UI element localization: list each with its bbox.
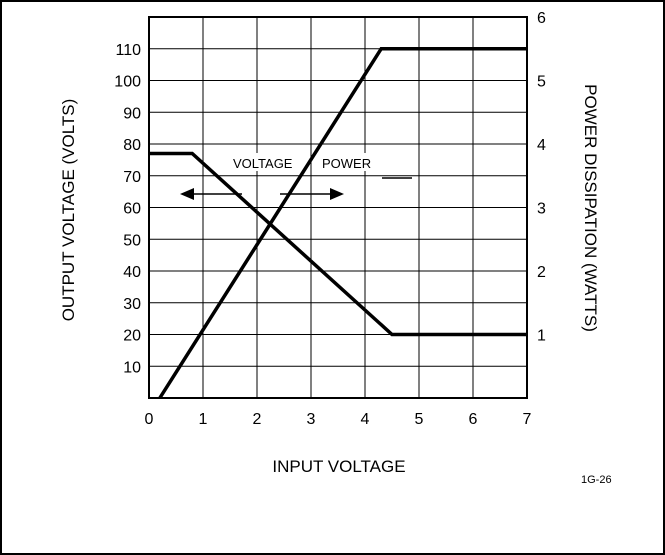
y-left-tick-label: 100 bbox=[114, 74, 141, 91]
y-left-tick-label: 60 bbox=[123, 201, 141, 218]
x-tick-label: 1 bbox=[199, 411, 208, 428]
voltage-arrowhead bbox=[180, 188, 194, 200]
series-line-voltage bbox=[158, 47, 527, 399]
y-left-tick-label: 10 bbox=[123, 359, 141, 376]
y-left-tick-label: 40 bbox=[123, 264, 141, 281]
tick-labels: 0 1 2 3 4 5 6 7 10 20 30 40 50 60 70 80 90 100 110 1 2 3 4 5 6 bbox=[114, 10, 546, 428]
annotation-arrows bbox=[180, 177, 412, 200]
y-right-axis-title: POWER DISSIPATION (WATTS) bbox=[581, 84, 600, 332]
x-tick-label: 6 bbox=[469, 411, 478, 428]
x-tick-label: 4 bbox=[361, 411, 370, 428]
power-arrowhead bbox=[330, 188, 344, 200]
y-right-tick-label: 6 bbox=[537, 10, 546, 27]
x-tick-label: 5 bbox=[415, 411, 424, 428]
y-left-tick-label: 50 bbox=[123, 232, 141, 249]
y-right-tick-label: 4 bbox=[537, 137, 546, 154]
x-axis-title: INPUT VOLTAGE bbox=[272, 457, 405, 476]
y-left-tick-label: 80 bbox=[123, 137, 141, 154]
x-tick-label: 7 bbox=[523, 411, 532, 428]
y-left-tick-label: 110 bbox=[115, 42, 141, 59]
y-left-tick-label: 90 bbox=[123, 105, 141, 122]
y-left-tick-label: 20 bbox=[123, 328, 141, 345]
y-left-tick-label: 70 bbox=[123, 169, 141, 186]
x-tick-label: 2 bbox=[253, 411, 262, 428]
y-right-tick-label: 3 bbox=[537, 201, 546, 218]
voltage-series-label: VOLTAGE bbox=[233, 156, 293, 171]
y-right-tick-label: 1 bbox=[537, 328, 546, 345]
x-tick-label: 3 bbox=[307, 411, 316, 428]
y-left-tick-label: 30 bbox=[123, 296, 141, 313]
x-tick-label: 0 bbox=[145, 411, 154, 428]
series-layer bbox=[149, 47, 527, 399]
grid bbox=[148, 16, 528, 399]
y-right-tick-label: 2 bbox=[537, 264, 546, 281]
y-right-tick-label: 5 bbox=[537, 74, 546, 91]
plot-border bbox=[148, 16, 528, 399]
y-left-axis-title: OUTPUT VOLTAGE (VOLTS) bbox=[59, 99, 78, 322]
power-series-label: POWER bbox=[322, 156, 371, 171]
series-line-power bbox=[149, 151, 527, 337]
figure-id: 1G-26 bbox=[581, 474, 612, 486]
